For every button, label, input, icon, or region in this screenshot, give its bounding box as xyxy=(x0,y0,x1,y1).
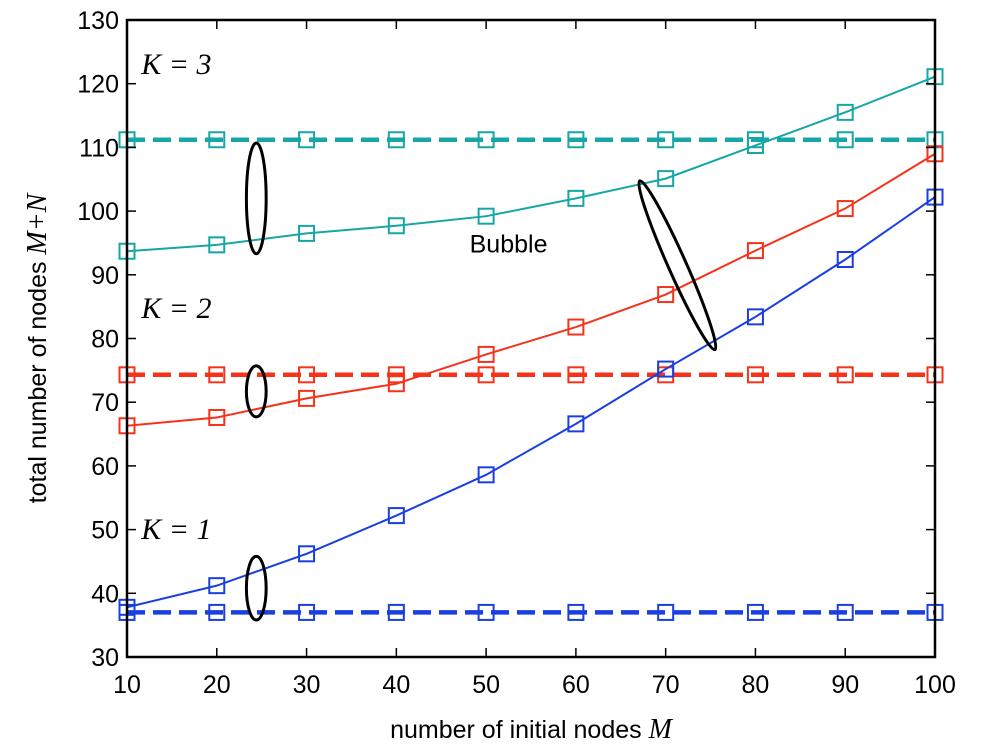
y-tick-label: 50 xyxy=(91,517,119,545)
x-tick-label: 40 xyxy=(382,671,410,699)
k-annotation-label: K = 1 xyxy=(140,513,211,546)
x-tick-label: 50 xyxy=(472,671,500,699)
k-annotation-label: K = 2 xyxy=(140,292,211,325)
y-tick-label: 130 xyxy=(77,7,119,35)
x-axis-label-variable: M xyxy=(648,714,674,745)
tick-layer: 10 20 30 40 50 60 70 80 90 100 30 40 50 60 70 80 90 100 11… xyxy=(77,7,956,699)
y-tick-label: 40 xyxy=(91,580,119,608)
y-tick-label: 30 xyxy=(91,644,119,672)
series-solid-k=2 xyxy=(120,146,943,433)
y-tick-label: 100 xyxy=(77,198,119,226)
y-tick-label: 60 xyxy=(91,453,119,481)
series-dashed-k=3 xyxy=(120,132,943,147)
bubble-annotation-label: Bubble xyxy=(470,231,548,259)
plot-frame xyxy=(127,20,935,657)
x-tick-label: 70 xyxy=(652,671,680,699)
x-tick-label: 90 xyxy=(831,671,859,699)
grouping-ellipse xyxy=(246,556,266,620)
y-tick-label: 120 xyxy=(77,71,119,99)
x-tick-label: 10 xyxy=(113,671,141,699)
k-annotation-label: K = 3 xyxy=(140,48,211,81)
x-tick-label: 60 xyxy=(562,671,590,699)
y-axis-label: total number of nodes M+N xyxy=(22,192,53,503)
y-tick-label: 90 xyxy=(91,262,119,290)
grouping-ellipse xyxy=(632,177,724,353)
y-axis-label-variable: M+N xyxy=(22,192,53,255)
y-axis-label-text: total number of nodes xyxy=(24,255,52,504)
grouping-ellipse xyxy=(246,143,266,254)
y-tick-label: 70 xyxy=(91,389,119,417)
x-axis-label: number of initial nodes M xyxy=(390,714,673,745)
annotation-layer: K = 3 K = 2 K = 1 Bubble xyxy=(140,48,723,620)
x-tick-label: 100 xyxy=(914,671,956,699)
x-axis-label-text: number of initial nodes xyxy=(390,716,648,744)
series-layer xyxy=(120,69,943,620)
x-tick-label: 30 xyxy=(293,671,321,699)
y-tick-label: 110 xyxy=(79,134,119,162)
x-tick-label: 20 xyxy=(203,671,231,699)
y-tick-label: 80 xyxy=(91,326,119,354)
series-dashed-k=1 xyxy=(120,605,943,620)
series-dashed-k=2 xyxy=(120,367,943,382)
x-tick-label: 80 xyxy=(742,671,770,699)
